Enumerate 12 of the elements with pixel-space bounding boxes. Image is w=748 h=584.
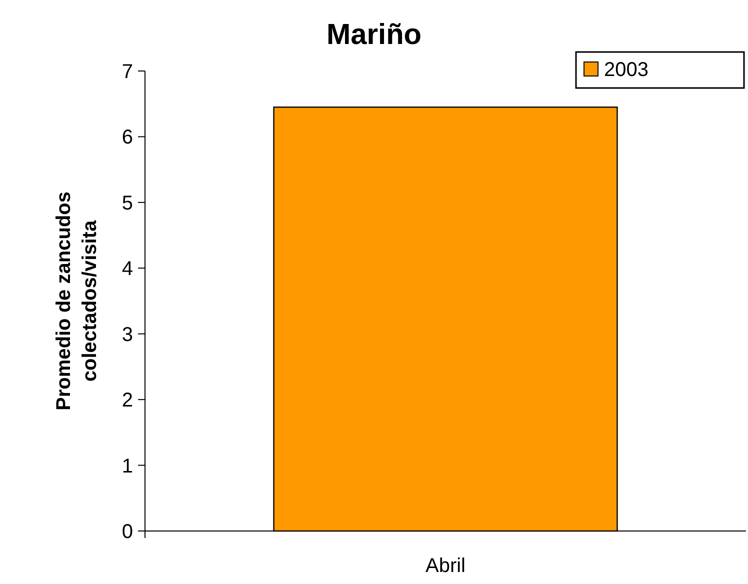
x-tick-label: Abril [425,555,466,577]
y-tick-label: 5 [122,192,133,214]
y-tick-label: 1 [122,455,133,478]
y-tick-label: 3 [122,324,133,346]
y-tick-label: 0 [122,521,133,543]
y-tick-label: 4 [122,258,133,280]
y-tick-label: 7 [122,61,133,83]
y-axis-title: Promedio de zancudos colectados/visita [53,192,101,410]
chart-title: Mariño [326,19,422,51]
legend-label: 2003 [604,59,648,81]
y-tick-label: 6 [122,126,133,149]
y-tick-label: 2 [122,390,133,412]
